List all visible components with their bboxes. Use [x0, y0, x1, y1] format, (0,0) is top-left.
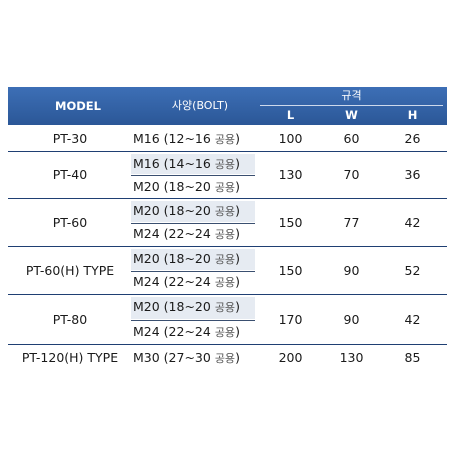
header-spec: 사양(BOLT) — [171, 99, 229, 112]
row-separator — [8, 151, 447, 152]
header-l: L — [286, 108, 295, 122]
spec-divider — [131, 175, 255, 176]
row-w: 90 — [343, 311, 360, 327]
row-spec: M24 (22~24 공용) — [133, 323, 240, 339]
row-l: 130 — [278, 167, 303, 182]
row-spec: M24 (22~24 공용) — [133, 274, 240, 290]
spec-shade — [131, 297, 255, 319]
row-h: 52 — [404, 262, 421, 278]
row-l: 200 — [278, 349, 303, 365]
row-spec: M20 (18~20 공용) — [133, 202, 240, 218]
header-w: W — [345, 108, 358, 122]
row-h: 42 — [404, 214, 421, 230]
row-spec: M24 (22~24 공용) — [133, 226, 240, 242]
spec-divider — [131, 270, 255, 272]
row-w: 77 — [343, 214, 360, 230]
row-model: PT-80 — [52, 311, 88, 327]
row-spec: M20 (18~20 공용) — [133, 299, 240, 315]
row-separator — [8, 344, 447, 345]
row-h: 36 — [404, 167, 421, 182]
row-spec: M20 (18~20 공용) — [133, 178, 240, 194]
row-model: PT-60 — [52, 214, 88, 230]
row-h: 85 — [404, 349, 421, 365]
row-l: 100 — [278, 131, 303, 146]
spec-divider — [131, 319, 255, 321]
row-spec: M16 (12~16 공용) — [133, 131, 240, 147]
spec-shade — [131, 249, 255, 270]
row-l: 150 — [278, 214, 303, 230]
row-model: PT-120(H) TYPE — [21, 349, 119, 365]
row-model: PT-40 — [52, 167, 88, 182]
header-h: H — [407, 108, 418, 122]
header-divider — [260, 105, 443, 106]
row-w: 130 — [339, 349, 364, 365]
row-l: 170 — [278, 311, 303, 327]
row-separator — [8, 294, 447, 295]
row-separator — [8, 198, 447, 199]
row-model: PT-60(H) TYPE — [25, 262, 115, 278]
table-header: MODEL 사양(BOLT) 규격 L W H — [8, 87, 447, 125]
row-l: 150 — [278, 262, 303, 278]
header-model: MODEL — [55, 99, 101, 113]
header-dims: 규격 — [341, 89, 362, 102]
row-h: 26 — [404, 131, 421, 146]
row-h: 42 — [404, 311, 421, 327]
row-separator — [8, 246, 447, 247]
spec-divider — [131, 222, 255, 224]
spec-shade — [131, 201, 255, 222]
spec-shade — [131, 154, 255, 174]
row-spec: M20 (18~20 공용) — [133, 250, 240, 266]
row-model: PT-30 — [52, 131, 88, 146]
row-w: 60 — [343, 131, 360, 146]
row-spec: M16 (14~16 공용) — [133, 155, 240, 171]
row-w: 90 — [343, 262, 360, 278]
row-spec: M30 (27~30 공용) — [133, 349, 240, 365]
row-w: 70 — [343, 167, 360, 182]
